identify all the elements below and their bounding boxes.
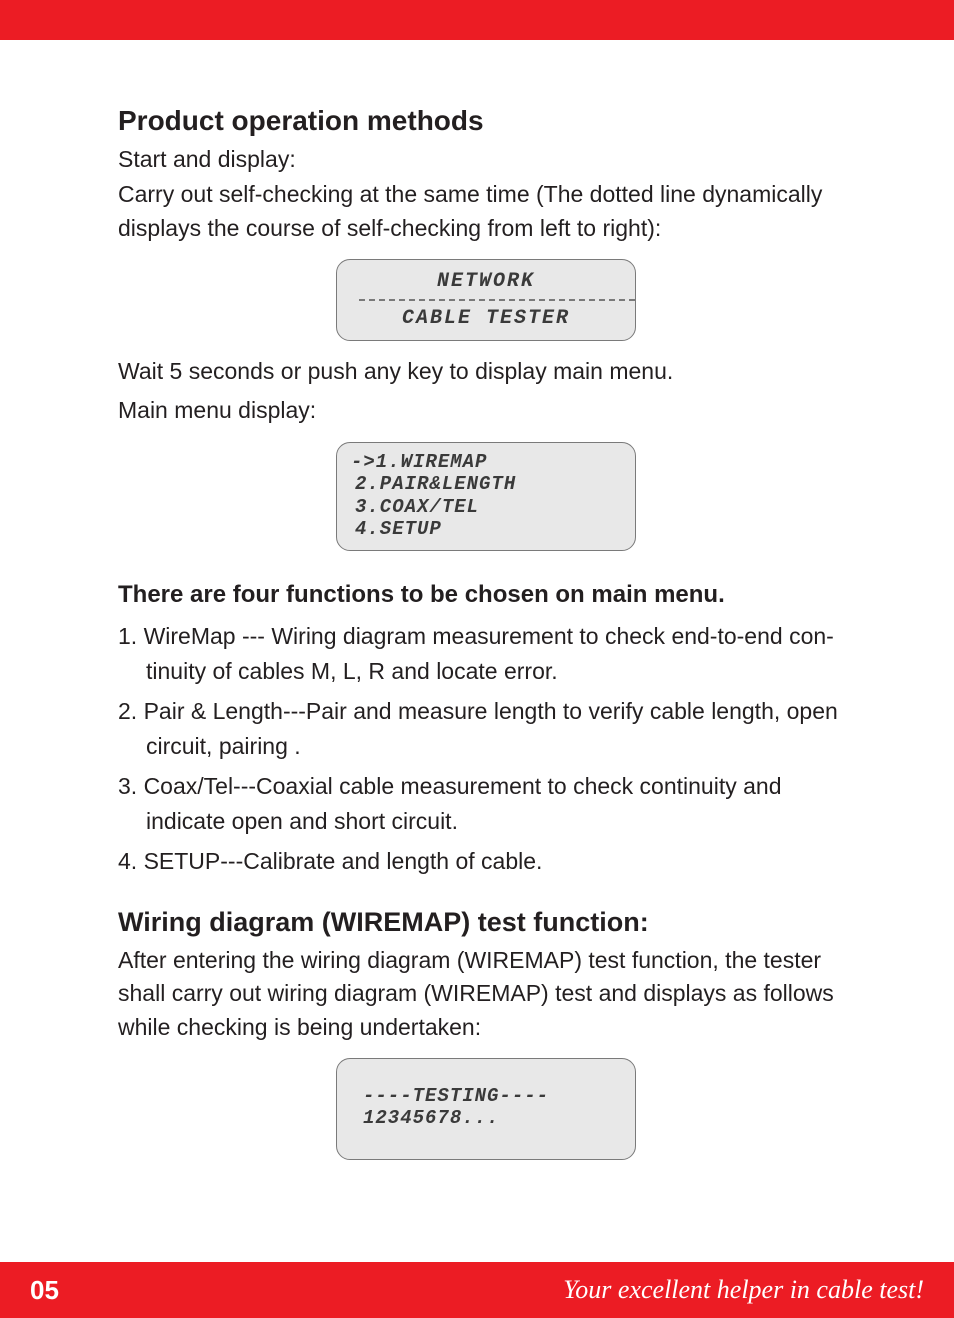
lcd-splash-line2: CABLE TESTER xyxy=(355,307,617,330)
function-item: 4. SETUP---Calibrate and length of cable… xyxy=(118,844,854,879)
page-number: 05 xyxy=(30,1275,59,1306)
wiremap-title: Wiring diagram (WIREMAP) test function: xyxy=(118,907,854,938)
selfcheck-desc: Carry out self-checking at the same time… xyxy=(118,178,854,245)
function-item: 1. WireMap --- Wiring diagram measuremen… xyxy=(118,619,854,688)
lcd-splash: NETWORK CABLE TESTER xyxy=(336,259,636,341)
lcd-dotted-line xyxy=(359,299,635,301)
top-red-bar xyxy=(0,0,954,40)
wait-line2: Main menu display: xyxy=(118,394,854,427)
wiremap-desc: After entering the wiring diagram (WIREM… xyxy=(118,944,854,1044)
function-item: 3. Coax/Tel---Coaxial cable measurement … xyxy=(118,769,854,838)
footer-tagline: Your excellent helper in cable test! xyxy=(563,1275,924,1305)
footer-bar: 05 Your excellent helper in cable test! xyxy=(0,1262,954,1318)
wait-line1: Wait 5 seconds or push any key to displa… xyxy=(118,355,854,388)
lcd-testing-line2: 12345678... xyxy=(363,1107,609,1129)
lcd-main-menu: ->1.WIREMAP 2.PAIR&LENGTH 3.COAX/TEL 4.S… xyxy=(336,442,636,552)
menu-item-3: 3.COAX/TEL xyxy=(351,496,621,518)
page-content: Product operation methods Start and disp… xyxy=(0,40,954,1160)
functions-title: There are four functions to be chosen on… xyxy=(118,581,854,609)
start-display-label: Start and display: xyxy=(118,143,854,176)
lcd-testing-line1: ----TESTING---- xyxy=(363,1085,609,1107)
lcd-splash-line1: NETWORK xyxy=(355,270,617,293)
menu-item-2: 2.PAIR&LENGTH xyxy=(351,473,621,495)
section-title: Product operation methods xyxy=(118,105,854,137)
lcd-testing: ----TESTING---- 12345678... xyxy=(336,1058,636,1160)
function-item: 2. Pair & Length---Pair and measure leng… xyxy=(118,694,854,763)
menu-item-1: ->1.WIREMAP xyxy=(351,451,621,473)
functions-list: 1. WireMap --- Wiring diagram measuremen… xyxy=(118,619,854,879)
menu-item-4: 4.SETUP xyxy=(351,518,621,540)
